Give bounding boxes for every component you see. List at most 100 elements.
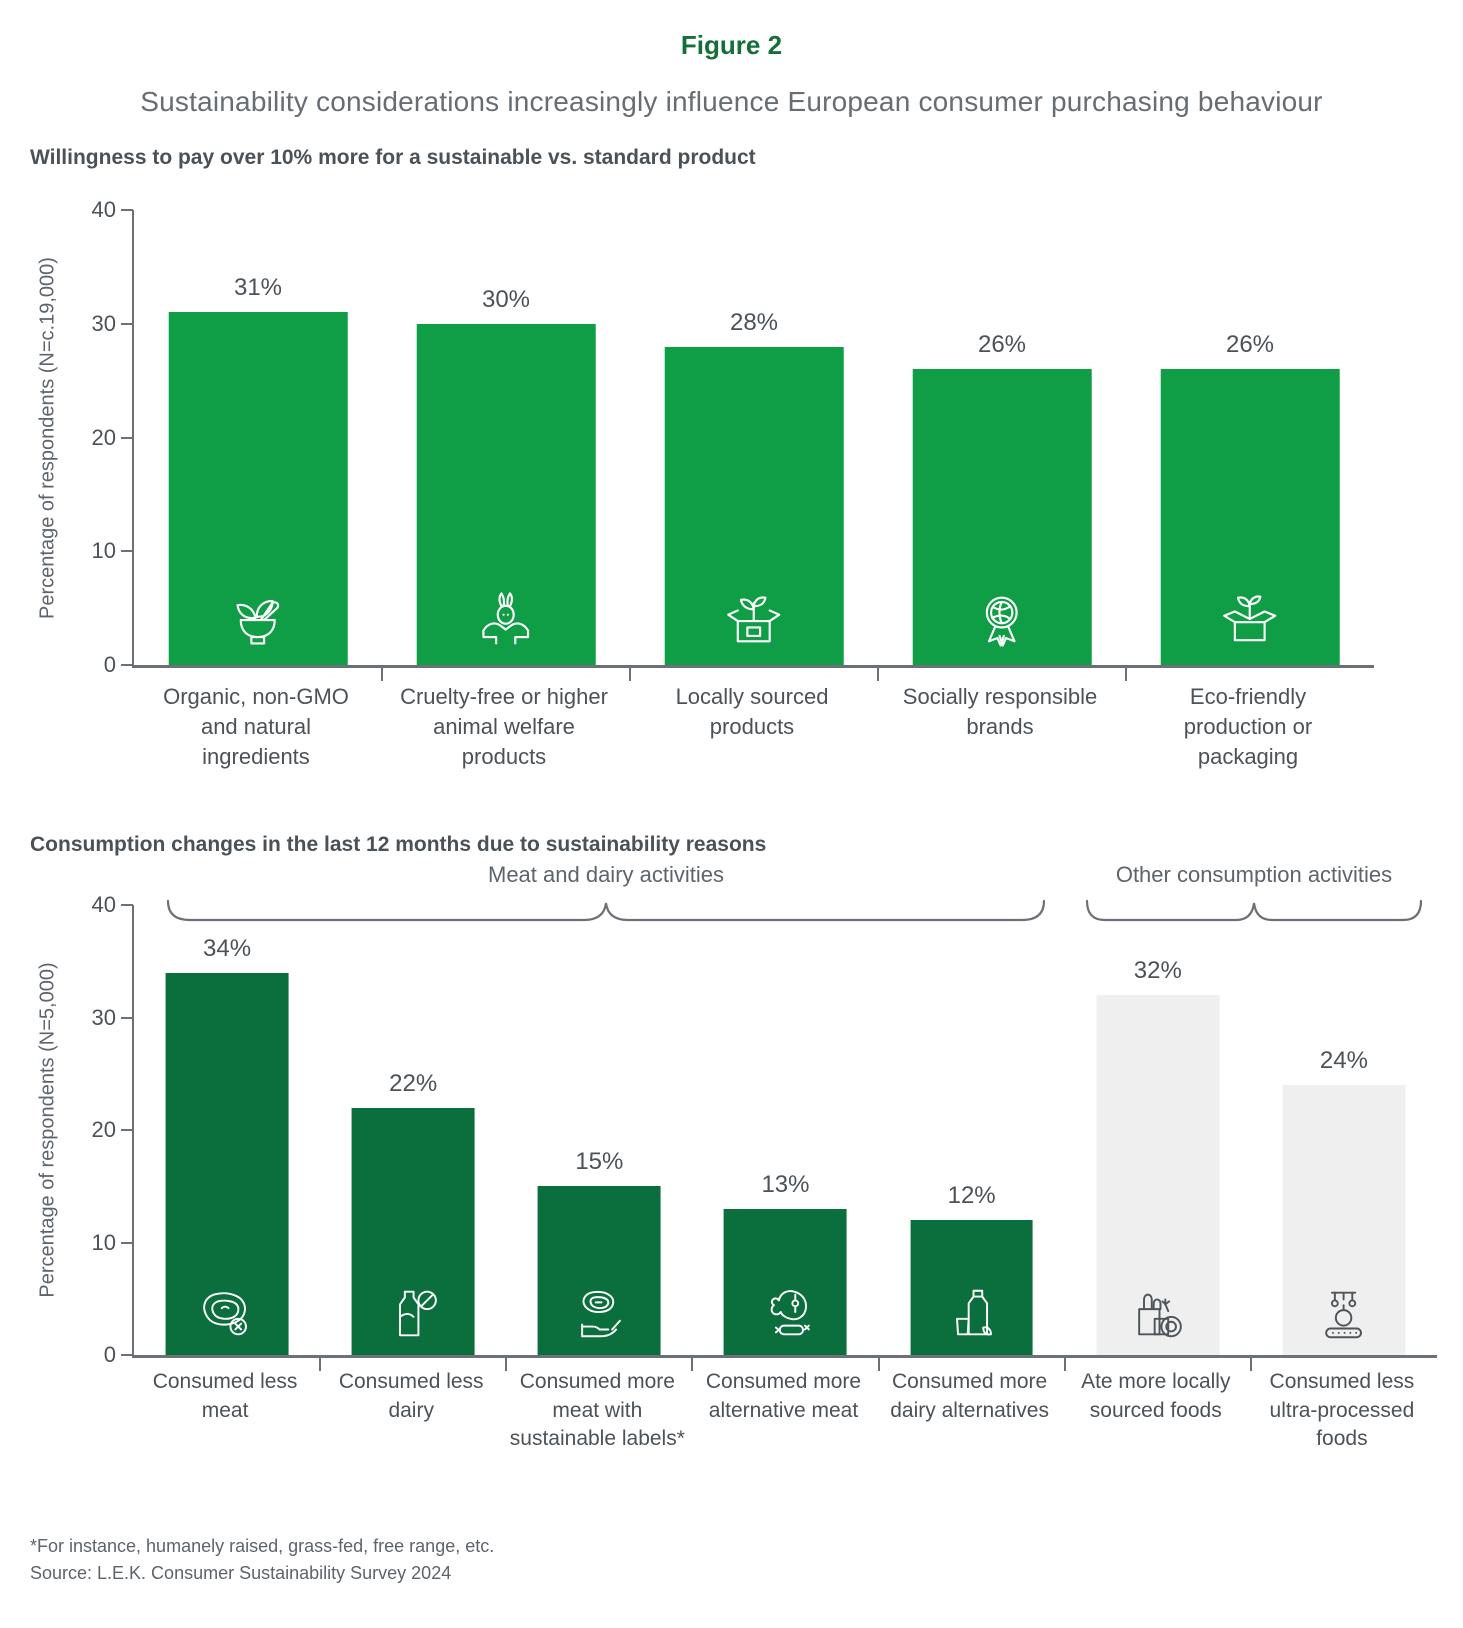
bar (168, 312, 348, 665)
processed-food-machine-icon (1325, 1291, 1363, 1339)
x-tick (505, 1358, 508, 1371)
footnote-source: Source: L.E.K. Consumer Sustainability S… (30, 1563, 452, 1583)
bar-socially-responsible: 26% (878, 210, 1126, 665)
globe-award-ribbon-icon (986, 596, 1018, 647)
x-tick (381, 668, 383, 681)
bar-value-label: 13% (761, 1170, 810, 1198)
bar (351, 1107, 475, 1355)
bar-less-meat: 34% (134, 905, 320, 1355)
chart2-y-axis-label: Percentage of respondents (N=5,000) (36, 962, 59, 1298)
group-label-other: Other consumption activities (1115, 862, 1393, 887)
bar-value-label: 30% (481, 285, 531, 313)
category-label: Organic, non-GMO and natural ingredients (163, 684, 349, 769)
chart1-plot-area: 40 30 20 10 0 31% (92, 197, 1374, 681)
chart2-plot-area: 40 30 20 10 0 34% (92, 892, 1437, 1371)
y-tick-label: 30 (91, 310, 116, 336)
category-label: Consumed more alternative meat (705, 1370, 862, 1422)
chart1-title: Willingness to pay over 10% more for a s… (30, 146, 756, 169)
x-tick (319, 1358, 322, 1371)
y-tick (121, 1129, 133, 1131)
bar (416, 323, 596, 665)
chart2-bars: 34% 22% (134, 905, 1437, 1355)
bar (1096, 995, 1220, 1355)
grocery-bag-local-icon (1138, 1293, 1182, 1338)
bar (664, 346, 844, 665)
bar-value-label: 24% (1319, 1047, 1368, 1074)
bar (912, 369, 1092, 665)
y-tick-label: 40 (91, 197, 116, 222)
bar (1160, 369, 1340, 665)
bar-value-label: 28% (729, 308, 779, 336)
mortar-and-pestle-herbs-icon (236, 599, 280, 645)
brace-other-consumption (1085, 899, 1423, 922)
category-label: Consumed more meat with sustainable labe… (509, 1370, 685, 1451)
bar-ate-more-local: 32% (1065, 905, 1251, 1355)
group-label-meat-dairy: Meat and dairy activities (488, 862, 724, 887)
bar-more-meat-sustainable-labels: 15% (506, 905, 692, 1355)
bar (910, 1220, 1034, 1355)
bar-value-label: 26% (1225, 331, 1275, 359)
y-tick-label: 0 (103, 652, 116, 677)
y-tick (121, 1354, 133, 1356)
steak-crossed-out-icon (203, 1292, 248, 1336)
footnote-asterisk: *For instance, humanely raised, grass-fe… (30, 1536, 495, 1556)
brace-meat-dairy (166, 899, 1046, 922)
bar-value-label: 22% (389, 1069, 438, 1097)
bar-cruelty-free: 30% (382, 210, 630, 665)
y-tick-label: 10 (91, 1229, 116, 1255)
category-label: Locally sourced products (675, 684, 829, 739)
bar (537, 1186, 661, 1355)
chart1-y-axis-label: Percentage of respondents (N=c.19,000) (36, 257, 59, 619)
y-tick-label: 30 (91, 1004, 116, 1030)
category-label: Ate more locally sourced foods (1081, 1370, 1231, 1422)
chart1-bars: 31% 30% (134, 210, 1374, 665)
x-tick (877, 1358, 880, 1371)
y-tick-label: 20 (91, 424, 116, 450)
figure-label: Figure 2 (680, 30, 783, 60)
y-tick-label: 0 (103, 1342, 116, 1367)
bar (165, 972, 289, 1355)
ham-and-sausage-icon (770, 1290, 810, 1336)
bar-value-label: 32% (1133, 957, 1182, 984)
x-tick (691, 1358, 694, 1371)
y-tick (121, 664, 133, 666)
y-tick (121, 904, 133, 906)
eco-box-sprout-icon (1223, 595, 1277, 642)
bar-value-label: 12% (947, 1182, 996, 1209)
x-tick (1125, 668, 1127, 681)
bar-more-alternative-meat: 13% (692, 905, 878, 1355)
category-label: Consumed less dairy (338, 1370, 484, 1422)
x-tick (1063, 1358, 1066, 1371)
y-tick-label: 40 (91, 892, 116, 917)
rabbit-in-hands-icon (482, 592, 530, 645)
chart2-title: Consumption changes in the last 12 month… (30, 833, 767, 856)
box-with-plant-icon (727, 596, 781, 643)
bar-value-label: 15% (575, 1148, 624, 1176)
category-label: Cruelty-free or higher animal welfare pr… (400, 684, 608, 769)
bar-value-label: 26% (977, 331, 1027, 359)
category-label: Consumed less ultra-processed foods (1269, 1370, 1415, 1451)
x-tick (629, 668, 631, 681)
bar-value-label: 34% (203, 934, 252, 962)
y-tick (121, 209, 133, 211)
chart2-category-labels: Consumed less meat Consumed less dairy C… (132, 1368, 1435, 1454)
bar (724, 1208, 847, 1355)
y-tick (121, 1016, 133, 1019)
y-tick (121, 322, 133, 325)
y-tick (121, 436, 133, 439)
bar-value-label: 31% (233, 274, 283, 302)
dairy-alternative-bottle-icon (956, 1289, 992, 1336)
y-tick (121, 550, 133, 553)
category-label: Eco-friendly production or packaging (1183, 684, 1313, 769)
y-tick (121, 1241, 133, 1244)
x-tick (877, 668, 879, 681)
bar-eco-friendly: 26% (1126, 210, 1374, 665)
bar-locally-sourced: 28% (630, 210, 878, 665)
steak-in-hand-icon (580, 1290, 621, 1338)
y-tick-label: 20 (91, 1117, 116, 1142)
category-label: Socially responsible brands (902, 684, 1098, 739)
x-tick (1249, 1358, 1252, 1371)
bar-more-dairy-alternatives: 12% (879, 905, 1065, 1355)
y-tick-label: 10 (91, 538, 116, 564)
